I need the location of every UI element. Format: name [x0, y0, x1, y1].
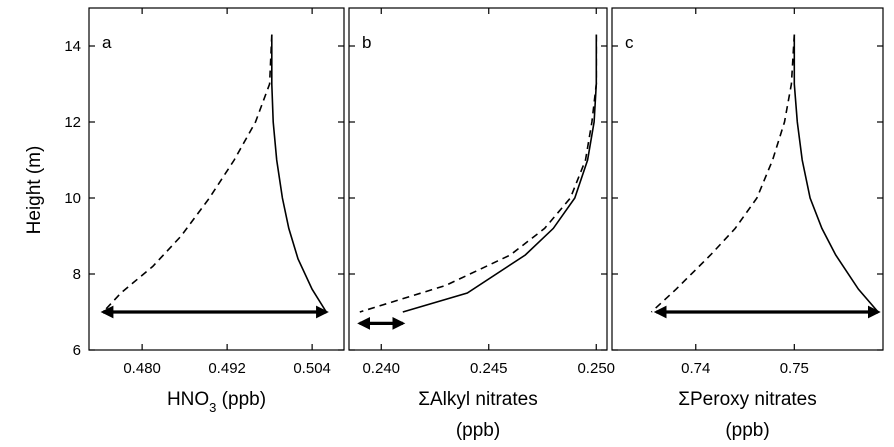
plot-frame — [611, 7, 884, 351]
x-tick-label: 0.240 — [362, 360, 400, 377]
y-tick-label: 6 — [73, 342, 81, 359]
x-tick-label: 0.75 — [780, 360, 809, 377]
x-axis-label: ΣAlkyl nitrates — [418, 389, 537, 410]
dashed-profile-line — [359, 34, 598, 313]
x-tick-label: 0.245 — [470, 360, 508, 377]
solid-profile-line — [793, 34, 879, 313]
x-tick-label: 0.492 — [208, 360, 246, 377]
x-tick-label: 0.504 — [293, 360, 331, 377]
y-tick-label: 8 — [73, 266, 81, 283]
panel-label: a — [102, 33, 112, 52]
panel-label: b — [362, 33, 371, 52]
solid-profile-line — [271, 34, 327, 313]
x-tick-label: 0.250 — [577, 360, 615, 377]
y-tick-label: 10 — [64, 190, 81, 207]
y-tick-label: 12 — [64, 114, 81, 131]
x-tick-label: 0.74 — [681, 360, 710, 377]
panel-b: 0.240 0.245 0.250 b ΣAlkyl nitrates (ppb) — [348, 7, 615, 441]
x-axis-label-unit: (ppb) — [725, 420, 769, 441]
x-axis-label: ΣPeroxy nitrates — [678, 389, 816, 410]
y-tick-label: 14 — [64, 38, 81, 55]
dashed-profile-line — [102, 34, 273, 313]
panel-label: c — [625, 33, 634, 52]
panel-a: 6 8 10 12 14 0.480 0.492 0.504 a HNO3 (ppb) — [64, 7, 345, 415]
panel-c: 0.74 0.75 c ΣPeroxy nitrates (ppb) — [611, 7, 884, 441]
solid-profile-line — [402, 34, 598, 313]
x-axis-label: HNO3 (ppb) — [167, 389, 266, 415]
dashed-profile-line — [650, 34, 796, 313]
plot-frame — [348, 7, 608, 351]
y-axis-label: Height (m) — [24, 146, 45, 235]
x-tick-label: 0.480 — [123, 360, 161, 377]
plot-frame — [88, 7, 345, 351]
x-axis-label-unit: (ppb) — [456, 420, 500, 441]
